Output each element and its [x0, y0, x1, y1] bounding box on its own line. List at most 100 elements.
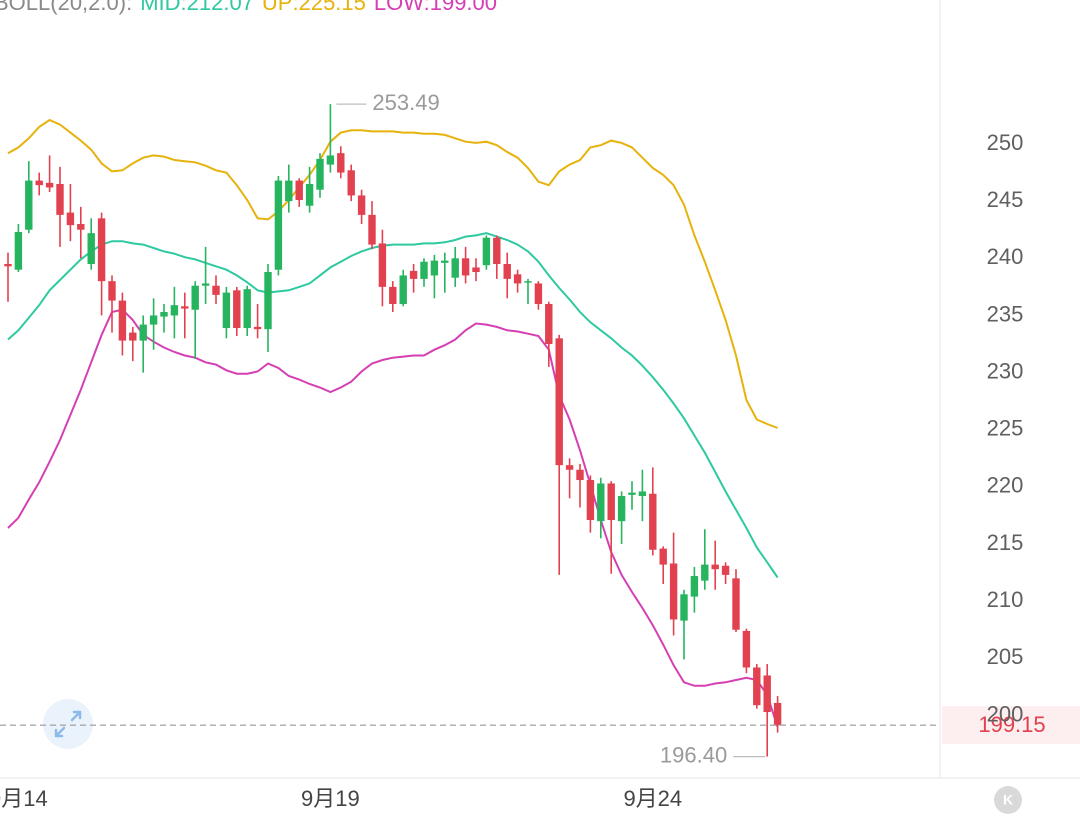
expand-button-bg[interactable] — [43, 699, 93, 749]
candle-body — [461, 258, 470, 276]
candle-body — [680, 594, 688, 621]
candle-body — [139, 324, 147, 341]
candle-body — [503, 264, 511, 279]
y-tick-label: 250 — [987, 130, 1024, 155]
candle-body — [45, 182, 54, 188]
candle-body — [285, 180, 293, 202]
candle-body — [389, 286, 397, 305]
y-tick-label: 235 — [987, 301, 1024, 326]
candle-body — [56, 184, 64, 215]
y-tick-label: 225 — [987, 416, 1024, 441]
y-tick-label: 205 — [987, 644, 1024, 669]
candle-body — [576, 469, 584, 481]
candle-body — [316, 158, 324, 190]
candle-body — [701, 564, 709, 581]
candle-body — [357, 195, 366, 215]
candle-body — [763, 675, 771, 713]
candle-body — [732, 578, 740, 630]
candle-body — [659, 548, 667, 565]
candle-body — [170, 305, 179, 316]
candle-body — [513, 274, 522, 284]
candle-body — [118, 300, 127, 341]
candle-body — [420, 261, 428, 279]
candle-body — [77, 224, 85, 230]
last-price-box — [942, 706, 1080, 745]
expand-button[interactable] — [43, 699, 93, 749]
corner-button-label[interactable]: K — [1003, 792, 1013, 808]
legend-entry: UP:225.15 — [262, 0, 366, 15]
candle-body — [565, 465, 574, 470]
candle-body — [149, 315, 158, 325]
candle-body — [201, 283, 210, 286]
candle-body — [669, 563, 678, 620]
candle-body — [721, 565, 730, 575]
candle-body — [35, 180, 43, 186]
candle-body — [160, 312, 168, 317]
candle-body — [274, 180, 283, 270]
y-tick-label: 210 — [987, 587, 1024, 612]
candle-body — [524, 281, 532, 283]
overlay: 199.15 253.49 196.40 — [0, 90, 1080, 767]
candle-body — [586, 480, 595, 521]
candle-body — [409, 270, 418, 279]
y-tick-label: 230 — [987, 358, 1024, 383]
last-price-label: 199.15 — [978, 712, 1045, 737]
candle-body — [264, 272, 272, 330]
candle-body — [607, 483, 615, 521]
candle-body — [97, 218, 106, 282]
candle-body — [690, 576, 699, 597]
candle-body — [368, 214, 376, 245]
y-tick-label: 200 — [987, 701, 1024, 726]
candle-body — [430, 260, 439, 276]
corner-button-bg[interactable] — [994, 786, 1022, 814]
legend-entry: MID:212.07 — [140, 0, 254, 15]
candle-body — [773, 702, 782, 726]
y-tick-label: 240 — [987, 244, 1024, 269]
y-tick-label: 220 — [987, 473, 1024, 498]
annotation-label: 196.40 — [660, 742, 727, 767]
annotation-label: 253.49 — [372, 90, 439, 115]
candle-body — [638, 491, 647, 497]
candle-body — [66, 212, 75, 226]
plot-area — [4, 104, 782, 757]
band-line — [7, 118, 778, 429]
candle-body — [108, 281, 116, 301]
corner-button[interactable]: K — [994, 786, 1022, 814]
candle-body — [482, 237, 491, 266]
candle-body — [378, 243, 387, 287]
candle-body — [253, 326, 262, 330]
candle-body — [305, 184, 314, 206]
x-tick-label: 9月14 — [0, 786, 48, 811]
candle-body — [628, 492, 636, 495]
candle-body — [4, 264, 12, 267]
candle-body — [233, 290, 241, 329]
candle-body — [14, 232, 23, 270]
candle-body — [451, 258, 459, 278]
y-tick-label: 215 — [987, 530, 1024, 555]
candle-body — [129, 332, 137, 341]
candle-body — [347, 170, 355, 196]
candle-body — [742, 630, 751, 668]
candle-body — [711, 564, 719, 570]
legend: BOLL(20,2.0): MID:212.07 UP:225.15 LOW:199.… — [0, 0, 497, 15]
candle-body — [191, 285, 199, 310]
candle-body — [243, 289, 251, 329]
band-line — [7, 232, 779, 579]
x-tick-label: 9月24 — [623, 786, 682, 811]
candle-body — [649, 493, 657, 550]
candle-body — [25, 180, 33, 230]
candle-body — [545, 304, 553, 345]
candle-body — [597, 483, 605, 522]
candle-body — [399, 275, 407, 305]
candle-body — [555, 338, 563, 466]
candle-body — [295, 180, 303, 201]
candle-body — [222, 292, 231, 329]
candle-body — [617, 496, 626, 522]
x-tick-label: 9月19 — [301, 786, 360, 811]
expand-icon[interactable] — [54, 710, 82, 738]
candle-body — [87, 233, 95, 265]
candle-body — [534, 283, 543, 305]
candle-body — [212, 285, 220, 295]
